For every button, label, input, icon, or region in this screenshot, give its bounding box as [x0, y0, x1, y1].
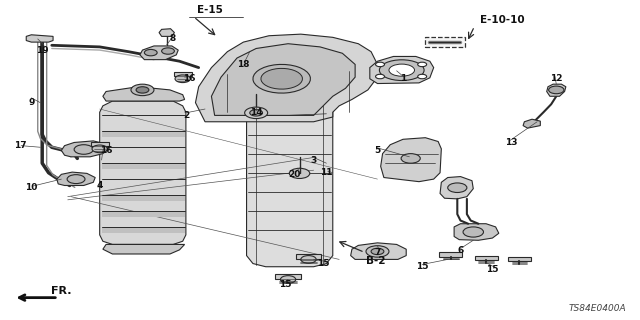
- Text: 15: 15: [486, 265, 499, 275]
- Polygon shape: [523, 119, 540, 128]
- Polygon shape: [370, 56, 434, 84]
- Text: 17: 17: [13, 141, 26, 150]
- Polygon shape: [440, 252, 463, 257]
- Text: 4: 4: [97, 181, 103, 190]
- Text: 3: 3: [310, 156, 317, 164]
- Text: 19: 19: [36, 45, 49, 55]
- Text: 8: 8: [170, 35, 176, 44]
- Polygon shape: [508, 257, 531, 261]
- Text: 5: 5: [374, 146, 381, 155]
- Polygon shape: [296, 254, 321, 260]
- Circle shape: [301, 256, 316, 263]
- Circle shape: [162, 48, 174, 54]
- Circle shape: [131, 84, 154, 96]
- Text: 15: 15: [416, 262, 428, 271]
- Circle shape: [145, 50, 157, 56]
- Text: 2: 2: [183, 111, 189, 120]
- FancyBboxPatch shape: [102, 163, 184, 169]
- Text: 7: 7: [374, 248, 381, 257]
- Circle shape: [376, 74, 385, 79]
- Circle shape: [463, 227, 483, 237]
- Polygon shape: [57, 172, 95, 186]
- Circle shape: [448, 183, 467, 193]
- Text: TS84E0400A: TS84E0400A: [569, 304, 627, 313]
- Text: 14: 14: [250, 108, 262, 117]
- Circle shape: [289, 168, 310, 179]
- Polygon shape: [159, 29, 174, 36]
- Polygon shape: [103, 87, 184, 101]
- Polygon shape: [454, 224, 499, 240]
- Text: 10: 10: [25, 183, 38, 192]
- FancyBboxPatch shape: [102, 131, 184, 137]
- Text: 1: 1: [400, 74, 406, 83]
- Text: 6: 6: [458, 246, 463, 255]
- Polygon shape: [61, 141, 109, 157]
- Circle shape: [136, 87, 149, 93]
- Circle shape: [175, 75, 190, 83]
- Circle shape: [418, 62, 427, 67]
- Ellipse shape: [261, 68, 303, 89]
- Polygon shape: [275, 274, 301, 279]
- Text: E-15: E-15: [197, 5, 223, 15]
- Circle shape: [418, 74, 427, 79]
- Polygon shape: [381, 138, 442, 182]
- Text: 12: 12: [550, 74, 563, 83]
- Text: 20: 20: [288, 170, 301, 179]
- Circle shape: [371, 248, 384, 255]
- Text: 18: 18: [237, 60, 250, 69]
- Text: 16: 16: [183, 74, 195, 83]
- Ellipse shape: [389, 64, 415, 76]
- Polygon shape: [103, 244, 184, 254]
- Text: 9: 9: [28, 98, 35, 107]
- Polygon shape: [211, 44, 355, 116]
- Polygon shape: [100, 101, 186, 244]
- Text: 11: 11: [320, 168, 333, 177]
- Polygon shape: [91, 142, 109, 146]
- Bar: [426, 37, 465, 47]
- Circle shape: [366, 246, 389, 257]
- Circle shape: [92, 145, 108, 153]
- Text: 16: 16: [100, 146, 112, 155]
- Polygon shape: [173, 72, 191, 76]
- Circle shape: [280, 276, 296, 283]
- Polygon shape: [474, 256, 497, 260]
- Text: 15: 15: [278, 280, 291, 289]
- Text: FR.: FR.: [51, 286, 71, 296]
- Polygon shape: [547, 84, 566, 96]
- Circle shape: [548, 86, 564, 94]
- FancyBboxPatch shape: [102, 195, 184, 201]
- Ellipse shape: [253, 64, 310, 93]
- Circle shape: [74, 145, 93, 154]
- Text: 13: 13: [506, 138, 518, 147]
- Polygon shape: [26, 35, 53, 42]
- Polygon shape: [140, 46, 178, 60]
- Circle shape: [250, 110, 262, 116]
- Polygon shape: [246, 90, 333, 267]
- Circle shape: [376, 62, 385, 67]
- Text: B-2: B-2: [366, 256, 385, 266]
- Circle shape: [244, 107, 268, 119]
- FancyBboxPatch shape: [102, 227, 184, 233]
- Ellipse shape: [380, 60, 424, 81]
- Circle shape: [67, 175, 85, 184]
- Circle shape: [401, 154, 420, 163]
- Polygon shape: [440, 177, 473, 199]
- Text: E-10-10: E-10-10: [479, 15, 524, 25]
- Text: 15: 15: [317, 259, 330, 268]
- Polygon shape: [351, 243, 406, 260]
- FancyBboxPatch shape: [102, 211, 184, 217]
- Polygon shape: [195, 34, 378, 122]
